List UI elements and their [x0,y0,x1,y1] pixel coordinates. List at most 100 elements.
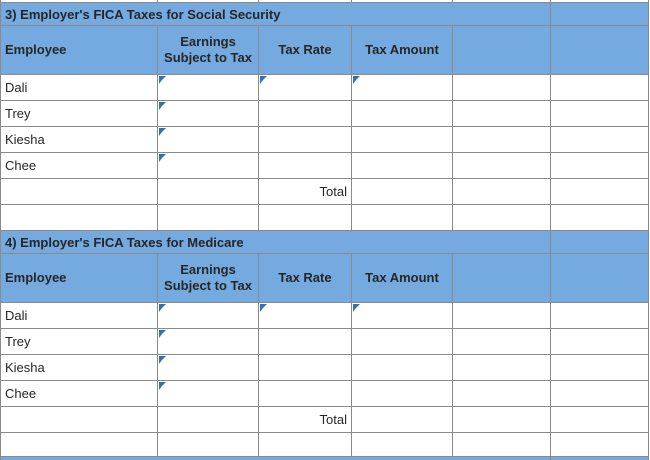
empty-cell [0,432,158,457]
empty-cell [550,406,649,433]
earnings-input-chee[interactable] [157,380,259,407]
empty-cell [452,126,551,153]
entry-flag-icon [159,102,166,110]
next-table-title-sliver [0,456,551,460]
empty-cell [452,328,551,355]
table-row: Chee [0,152,649,179]
entry-flag-icon [159,330,166,338]
empty-cell [550,204,649,231]
employee-cell-dali: Dali [0,302,158,329]
table4-title: 4) Employer's FICA Taxes for Medicare [0,230,551,254]
empty-cell [452,406,551,433]
tax-amount-input-dali[interactable] [351,302,453,329]
table3-title: 3) Employer's FICA Taxes for Social Secu… [0,2,551,26]
empty-cell [550,178,649,205]
col-header-employee: Employee [0,253,158,303]
empty-cell [351,204,453,231]
entry-flag-icon [353,304,360,312]
entry-flag-icon [159,382,166,390]
empty-header-cell [452,25,551,75]
earnings-input-trey[interactable] [157,100,259,127]
table-row: Kiesha [0,354,649,381]
empty-header-cell [550,2,649,26]
empty-cell [550,74,649,101]
earnings-input-trey[interactable] [157,328,259,355]
table-row: Employee Earnings Subject to Tax Tax Rat… [0,253,649,303]
table-row: Dali [0,74,649,101]
employee-cell-kiesha: Kiesha [0,354,158,381]
spacer-row [0,204,649,231]
employee-cell-trey: Trey [0,100,158,127]
earnings-input-chee[interactable] [157,152,259,179]
total-amount-cell[interactable] [351,406,453,433]
entry-flag-icon [159,304,166,312]
empty-cell [452,432,551,457]
tax-rate-cell [258,152,352,179]
entry-flag-icon [159,154,166,162]
col-header-tax-amount: Tax Amount [351,25,453,75]
col-header-tax-rate: Tax Rate [258,25,352,75]
tax-rate-cell [258,354,352,381]
entry-flag-icon [159,76,166,84]
tax-amount-cell [351,100,453,127]
empty-cell [550,126,649,153]
empty-cell [452,74,551,101]
empty-cell [258,204,352,231]
empty-header-cell [452,253,551,303]
table-row: Trey [0,328,649,355]
empty-cell [550,328,649,355]
tax-rate-cell [258,380,352,407]
earnings-input-dali[interactable] [157,302,259,329]
table-row: Dali [0,302,649,329]
col-header-tax-rate: Tax Rate [258,253,352,303]
tax-amount-input-dali[interactable] [351,74,453,101]
earnings-input-dali[interactable] [157,74,259,101]
table-row: 3) Employer's FICA Taxes for Social Secu… [0,2,649,26]
total-label: Total [258,178,352,205]
empty-cell [0,406,158,433]
entry-flag-icon [260,304,267,312]
tax-rate-cell [258,100,352,127]
total-label: Total [258,406,352,433]
tax-amount-cell [351,152,453,179]
tax-rate-cell [258,126,352,153]
employee-cell-chee: Chee [0,380,158,407]
tax-amount-cell [351,380,453,407]
total-amount-cell[interactable] [351,178,453,205]
table-row: Chee [0,380,649,407]
employee-cell-chee: Chee [0,152,158,179]
empty-cell [550,302,649,329]
earnings-input-kiesha[interactable] [157,354,259,381]
tax-rate-input-dali[interactable] [258,302,352,329]
table-row: Trey [0,100,649,127]
tax-amount-cell [351,354,453,381]
earnings-input-kiesha[interactable] [157,126,259,153]
table-row: Total [0,178,649,205]
employee-cell-kiesha: Kiesha [0,126,158,153]
spacer-row [0,432,649,457]
tax-rate-cell [258,328,352,355]
empty-cell [157,406,259,433]
empty-cell [550,354,649,381]
empty-cell [157,432,259,457]
empty-header-cell [550,456,649,460]
employee-cell-trey: Trey [0,328,158,355]
entry-flag-icon [260,76,267,84]
col-header-earnings: Earnings Subject to Tax [157,253,259,303]
table-row: 4) Employer's FICA Taxes for Medicare [0,230,649,254]
table-row: Employee Earnings Subject to Tax Tax Rat… [0,25,649,75]
col-header-earnings: Earnings Subject to Tax [157,25,259,75]
entry-flag-icon [353,76,360,84]
tax-rate-input-dali[interactable] [258,74,352,101]
table-row: Total [0,406,649,433]
empty-cell [452,152,551,179]
col-header-employee: Employee [0,25,158,75]
empty-header-cell [550,253,649,303]
entry-flag-icon [159,128,166,136]
col-header-tax-amount: Tax Amount [351,253,453,303]
empty-cell [452,100,551,127]
entry-flag-icon [159,356,166,364]
empty-cell [0,178,158,205]
empty-cell [550,432,649,457]
